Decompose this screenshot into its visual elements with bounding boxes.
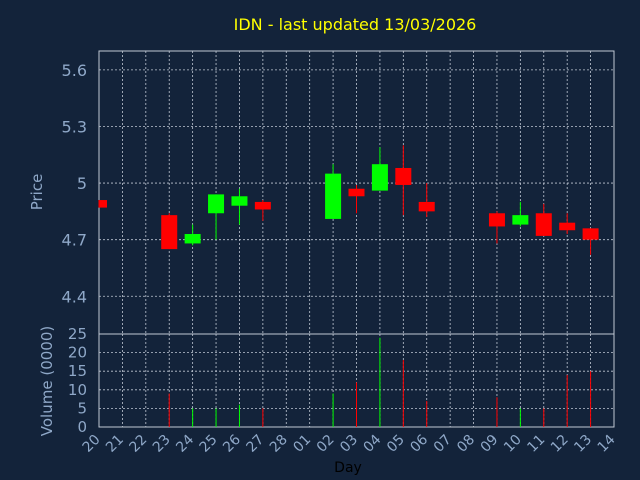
volume-tick-label: 15 <box>68 362 87 380</box>
x-tick-label: 02 <box>314 432 338 456</box>
candle-body <box>99 200 107 208</box>
x-tick-label: 07 <box>431 432 455 456</box>
price-tick-label: 4.4 <box>62 287 87 306</box>
price-panel: 5.6 5.3 5 4.7 4.4 Price <box>28 50 615 335</box>
x-tick-label: 04 <box>361 432 385 456</box>
price-axis-label: Price <box>28 174 46 211</box>
candle-body <box>161 215 178 250</box>
x-tick-label: 11 <box>524 432 548 456</box>
candle-body <box>208 194 225 214</box>
candle-body <box>535 213 552 236</box>
candle-body <box>325 173 342 219</box>
x-axis-label: Day <box>334 460 362 476</box>
x-tick-label: 01 <box>290 432 314 456</box>
volume-tick-label: 0 <box>77 418 87 436</box>
volume-axis-label: Volume (0000) <box>38 326 56 436</box>
volume-tick-label: 20 <box>68 344 87 362</box>
x-tick-label: 28 <box>267 432 291 456</box>
volume-tick-label: 25 <box>68 325 87 343</box>
price-tick-label: 4.7 <box>62 231 87 250</box>
x-tick-label: 25 <box>197 432 221 456</box>
x-tick-label: 26 <box>220 432 244 456</box>
x-tick-label: 10 <box>501 432 525 456</box>
candle-body <box>348 188 365 197</box>
x-tick-label: 23 <box>150 432 174 456</box>
price-axis-ticks: 5.6 5.3 5 4.7 4.4 <box>62 61 87 306</box>
candle-body <box>371 164 388 191</box>
x-tick-label: 03 <box>337 432 361 456</box>
price-tick-label: 5 <box>77 174 87 193</box>
x-tick-label: 21 <box>103 432 127 456</box>
volume-tick-label: 5 <box>77 399 87 417</box>
candle-body <box>418 201 435 212</box>
candle-body <box>559 222 576 231</box>
x-tick-label: 05 <box>384 432 408 456</box>
candle-body <box>395 167 412 185</box>
x-tick-label: 13 <box>571 432 595 456</box>
x-tick-label: 14 <box>595 432 619 456</box>
candle-body <box>184 234 201 244</box>
x-tick-label: 12 <box>548 432 572 456</box>
price-tick-label: 5.3 <box>62 117 87 136</box>
candle-body <box>582 228 599 240</box>
candles <box>98 145 599 255</box>
x-tick-label: 22 <box>126 432 150 456</box>
x-tick-label: 09 <box>478 432 502 456</box>
x-tick-label: 06 <box>407 432 431 456</box>
x-tick-label: 27 <box>244 432 268 456</box>
x-axis-ticks: 20 21 22 23 24 25 26 27 28 01 02 03 04 05 06 07 08 09 10 11… <box>80 432 619 456</box>
volume-bars <box>168 337 592 427</box>
x-tick-label: 08 <box>454 432 478 456</box>
candle-body <box>231 196 248 206</box>
x-tick-label: 24 <box>173 432 197 456</box>
candle-body <box>488 213 505 227</box>
price-tick-label: 5.6 <box>62 61 87 80</box>
chart-title: IDN - last updated 13/03/2026 <box>234 15 477 34</box>
volume-tick-label: 10 <box>68 381 87 399</box>
candle-body <box>512 215 529 225</box>
candle-body <box>254 201 271 210</box>
